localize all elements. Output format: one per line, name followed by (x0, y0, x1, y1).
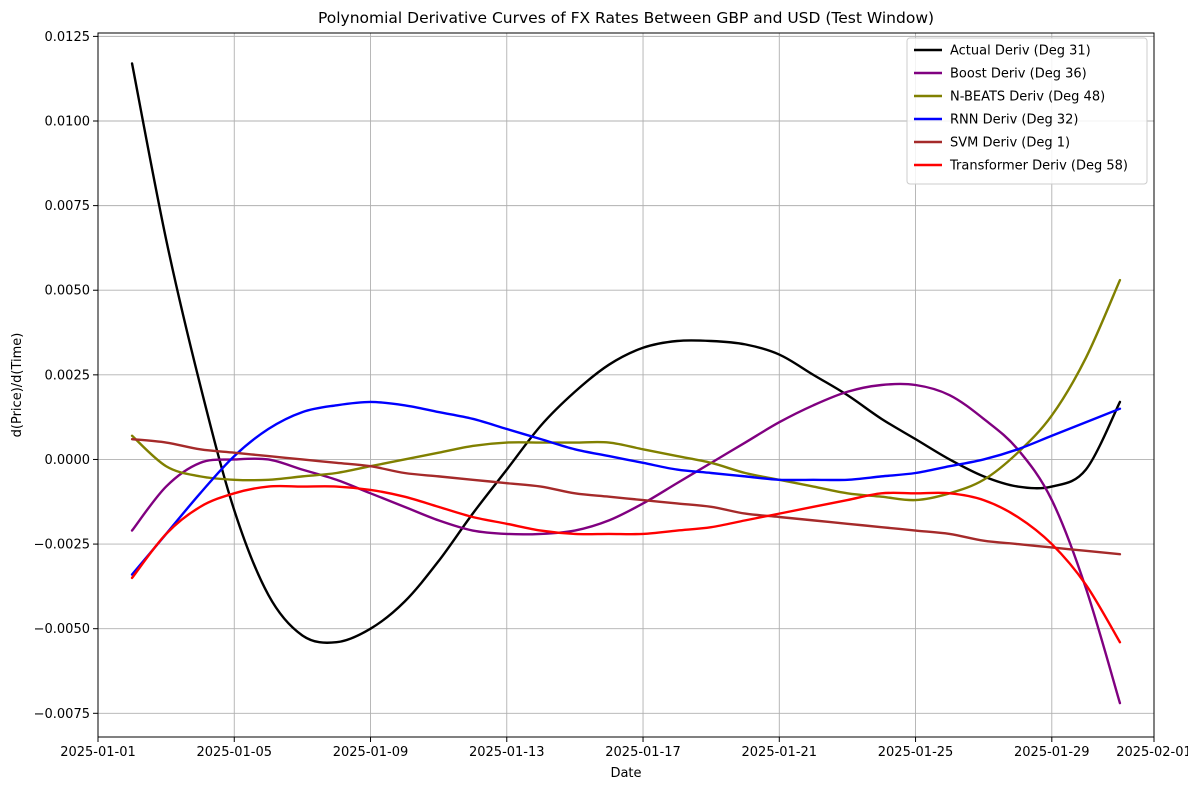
series-lines (130, 62, 1122, 705)
legend-label: RNN Deriv (Deg 32) (950, 113, 1078, 128)
y-tick-label: 0.0100 (45, 115, 91, 130)
x-tick-label: 2025-01-21 (742, 745, 818, 760)
y-tick-label: 0.0075 (45, 199, 91, 214)
x-tick-label: 2025-01-29 (1014, 745, 1090, 760)
x-tick-label: 2025-01-13 (469, 745, 545, 760)
legend-label: N-BEATS Deriv (Deg 48) (950, 90, 1105, 105)
legend-label: SVM Deriv (Deg 1) (950, 136, 1070, 151)
y-tick-label: 0.0050 (45, 284, 91, 299)
y-tick-label: −0.0075 (34, 707, 90, 722)
x-tick-label: 2025-01-25 (878, 745, 954, 760)
y-axis: −0.0075 −0.0050 −0.0025 0.0000 0.0025 0.0050 0… (34, 30, 98, 722)
x-tick-label: 2025-02-01 (1116, 745, 1188, 760)
series-line-5 (130, 484, 1122, 644)
legend-label: Boost Deriv (Deg 36) (950, 67, 1087, 82)
legend-label: Actual Deriv (Deg 31) (950, 44, 1091, 59)
legend: Actual Deriv (Deg 31) Boost Deriv (Deg 36… (906, 37, 1148, 185)
series-line-4 (130, 437, 1122, 556)
y-tick-label: −0.0050 (34, 622, 90, 637)
y-tick-label: −0.0025 (34, 538, 90, 553)
legend-box (906, 37, 1148, 185)
x-tick-label: 2025-01-17 (605, 745, 681, 760)
x-axis-label: Date (610, 766, 641, 781)
y-axis-label: d(Price)/d(Time) (10, 333, 25, 438)
x-tick-label: 2025-01-01 (60, 745, 136, 760)
series-line-0 (130, 62, 1122, 644)
series-line-3 (130, 400, 1122, 576)
x-axis: 2025-01-01 2025-01-05 2025-01-09 2025-01-13… (60, 737, 1188, 760)
series-line-1 (130, 382, 1122, 705)
x-tick-label: 2025-01-09 (333, 745, 409, 760)
y-tick-label: 0.0125 (45, 30, 91, 45)
legend-label: Transformer Deriv (Deg 58) (949, 159, 1128, 174)
chart-title: Polynomial Derivative Curves of FX Rates… (318, 9, 934, 27)
x-tick-label: 2025-01-05 (196, 745, 272, 760)
series-line-2 (130, 278, 1122, 502)
y-tick-label: 0.0025 (45, 368, 91, 383)
plot-frame (97, 32, 1155, 738)
y-tick-label: 0.0000 (45, 453, 91, 468)
